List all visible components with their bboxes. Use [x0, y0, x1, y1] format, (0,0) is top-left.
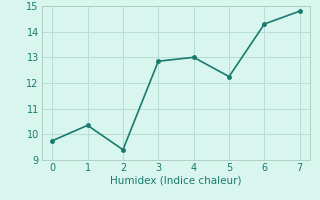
X-axis label: Humidex (Indice chaleur): Humidex (Indice chaleur): [110, 176, 242, 186]
